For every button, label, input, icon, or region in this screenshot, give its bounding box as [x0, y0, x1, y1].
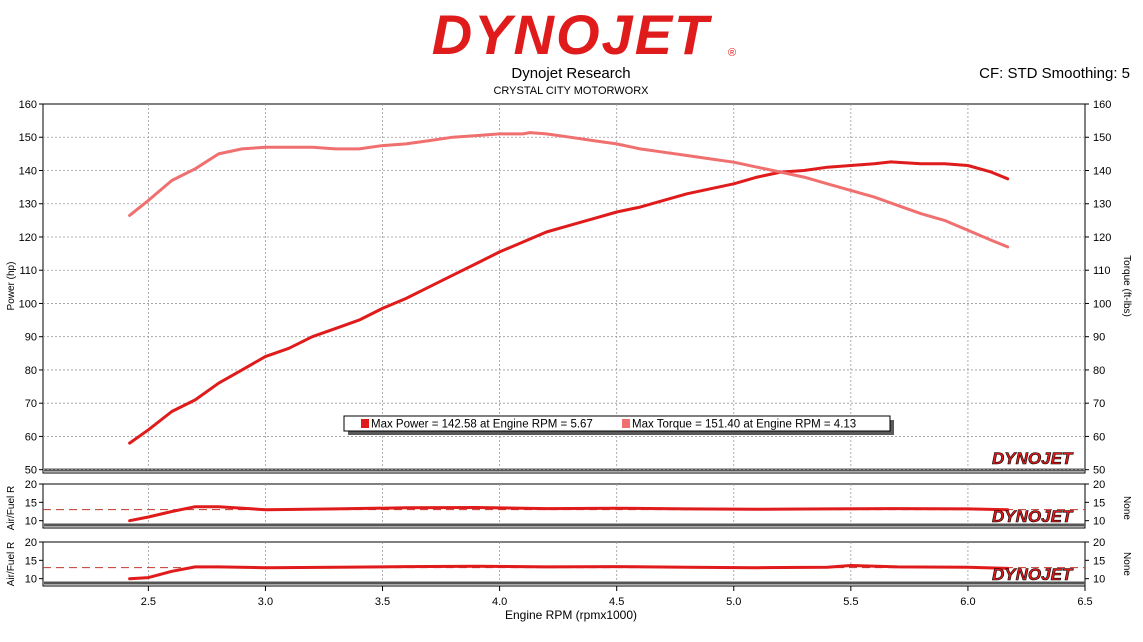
x-tick-label: 3.0 [258, 596, 273, 608]
x-tick-label: 5.0 [726, 596, 741, 608]
y-tick-label-right: 10 [1093, 516, 1105, 528]
y-tick-label-right: 15 [1093, 497, 1105, 509]
y-tick-label-right: 80 [1093, 365, 1105, 377]
y-tick-label: 110 [19, 265, 37, 277]
legend-power-label: Max Power = 142.58 at Engine RPM = 5.67 [371, 419, 593, 431]
y-tick-label-right: 70 [1093, 398, 1105, 410]
registered-mark: ® [728, 47, 736, 59]
air-fuel-panel-2: 10 10 15 15 20 20 DYNOJET 2.5 3.0 3.5 4.0 4.5 5.0 5.5… [25, 537, 1106, 608]
y-tick-label: 100 [19, 298, 37, 310]
dynojet-watermark: DYNOJET [992, 565, 1074, 584]
y-tick-label: 130 [19, 199, 37, 211]
y-tick-label: 160 [19, 99, 37, 111]
y-tick-label-right: 20 [1093, 479, 1105, 491]
y-tick-label: 20 [25, 479, 37, 491]
y-tick-label-right: 140 [1093, 165, 1111, 177]
y-tick-label: 15 [25, 555, 37, 567]
plot-frame [42, 103, 1086, 474]
y-tick-label-right: 50 [1093, 465, 1105, 477]
x-tick-label: 3.5 [375, 596, 390, 608]
x-tick-label: 2.5 [141, 596, 156, 608]
y-tick-label-right: 150 [1093, 132, 1111, 144]
legend-power-swatch [361, 419, 369, 428]
x-tick-label: 6.5 [1077, 596, 1092, 608]
y-tick-label: 10 [25, 574, 37, 586]
y-tick-label-right: 60 [1093, 431, 1105, 443]
y-tick-label: 50 [25, 465, 37, 477]
afr1-y-label-right: None [1121, 496, 1132, 520]
y-tick-label: 10 [25, 516, 37, 528]
y-tick-label: 20 [25, 537, 37, 549]
x-tick-label: 5.5 [843, 596, 858, 608]
afr2-y-label-right: None [1121, 552, 1132, 576]
torque-curve [128, 131, 1010, 249]
y-tick-label: 140 [19, 165, 37, 177]
y-tick-label-right: 130 [1093, 199, 1111, 211]
y-tick-label: 150 [19, 132, 37, 144]
y-tick-label-right: 160 [1093, 99, 1111, 111]
y-tick-label-right: 20 [1093, 537, 1105, 549]
legend: Max Power = 142.58 at Engine RPM = 5.67 … [343, 415, 894, 435]
y-tick-label-right: 120 [1093, 232, 1111, 244]
legend-torque-label: Max Torque = 151.40 at Engine RPM = 4.13 [632, 419, 856, 431]
y-tick-label: 90 [25, 332, 37, 344]
afr2-y-label-left: Air/Fuel R [6, 542, 17, 586]
y-tick-label-right: 10 [1093, 574, 1105, 586]
x-tick-label: 4.0 [492, 596, 507, 608]
chart-title: Dynojet Research [511, 65, 630, 82]
y-tick-label-right: 15 [1093, 555, 1105, 567]
x-tick-label: 4.5 [609, 596, 624, 608]
dynojet-watermark: DYNOJET [992, 507, 1074, 526]
power-torque-panel: 50 50 60 60 70 70 80 80 90 90 100 100 110 110 120 120 13… [19, 99, 1112, 477]
plot-frame [42, 541, 1086, 587]
y-tick-label: 15 [25, 497, 37, 509]
y-tick-label: 70 [25, 398, 37, 410]
air-fuel-curve [128, 564, 1010, 581]
legend-torque-swatch [622, 419, 630, 428]
dynojet-logo: DYNOJET [432, 3, 713, 66]
y-tick-label: 80 [25, 365, 37, 377]
x-tick-label: 6.0 [960, 596, 975, 608]
air-fuel-curve [128, 505, 1010, 523]
chart-subtitle: CRYSTAL CITY MOTORWORX [493, 85, 649, 97]
y-tick-label-right: 90 [1093, 332, 1105, 344]
cf-smoothing-label: CF: STD Smoothing: 5 [979, 65, 1130, 82]
y-tick-label: 120 [19, 232, 37, 244]
power-curve [128, 160, 1010, 445]
y-axis-label-right: Torque (ft-lbs) [1121, 255, 1132, 317]
x-axis-label: Engine RPM (rpmx1000) [505, 608, 637, 622]
y-tick-label-right: 100 [1093, 298, 1111, 310]
dynojet-watermark: DYNOJET [992, 449, 1074, 468]
air-fuel-panel-1: 10 10 15 15 20 20 DYNOJET [25, 479, 1105, 529]
afr1-y-label-left: Air/Fuel R [6, 486, 17, 530]
y-tick-label-right: 110 [1093, 265, 1111, 277]
y-axis-label-left: Power (hp) [6, 262, 17, 311]
y-tick-label: 60 [25, 431, 37, 443]
